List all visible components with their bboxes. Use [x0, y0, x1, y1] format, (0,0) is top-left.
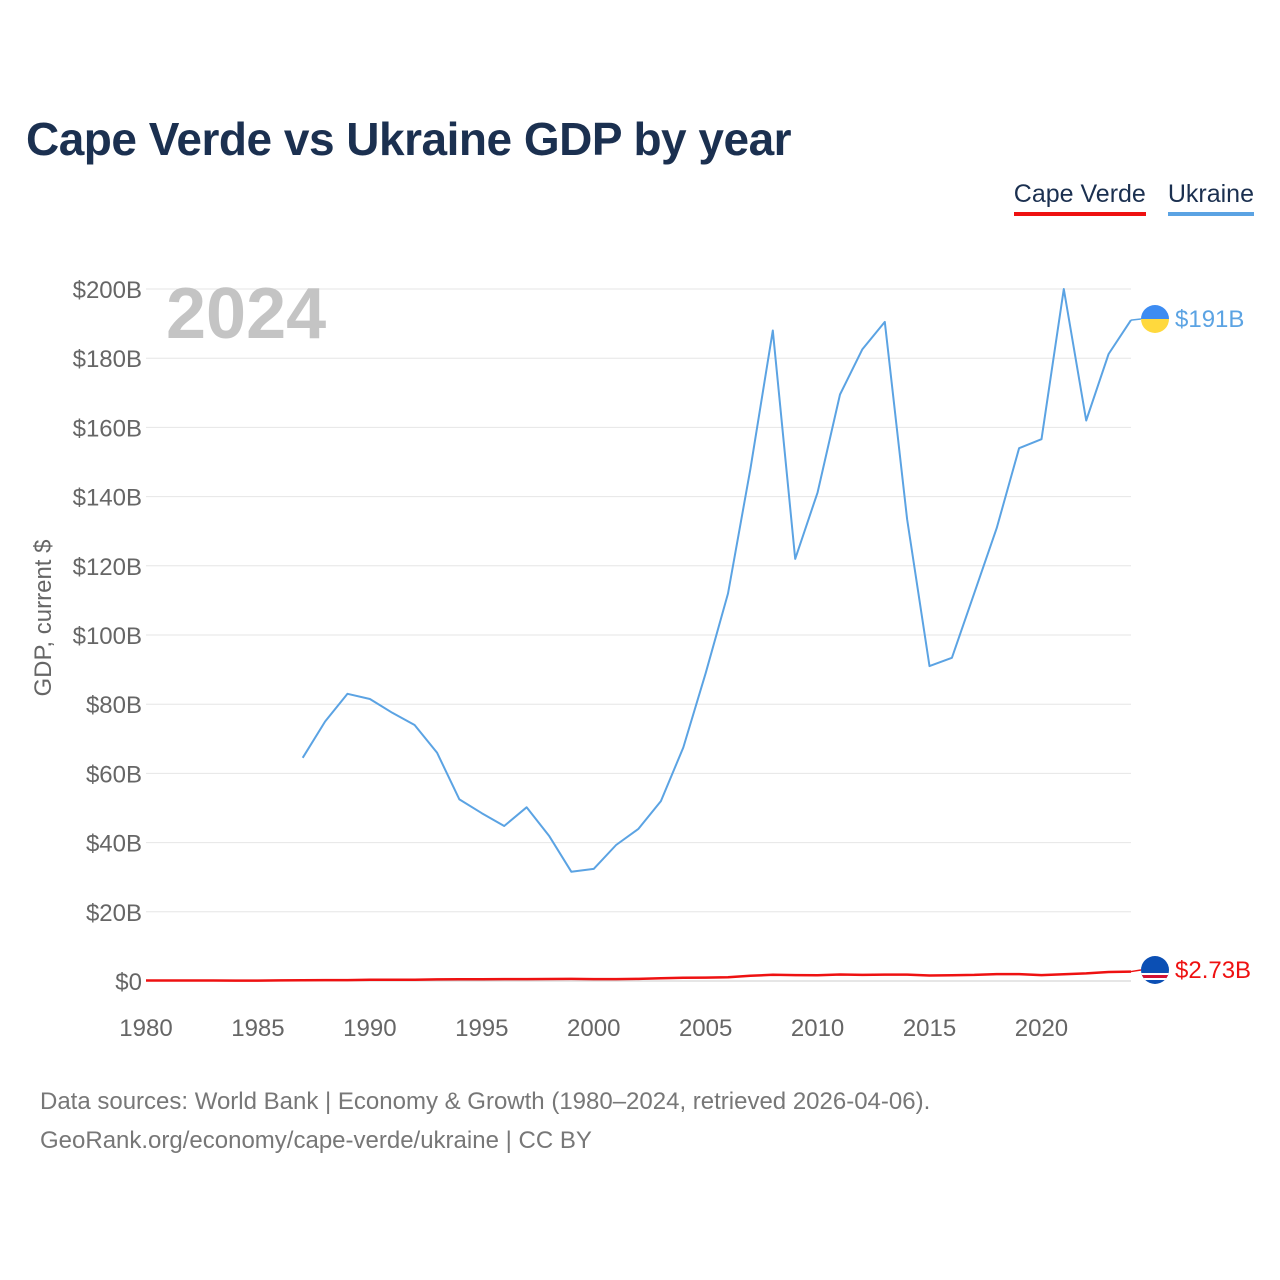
y-tick-label: $60B — [86, 761, 142, 788]
series-line-ukraine[interactable] — [301, 288, 1132, 873]
series-line-cape-verde[interactable] — [146, 970, 1132, 982]
x-tick-label: 2015 — [903, 1015, 956, 1042]
year-watermark: 2024 — [166, 274, 326, 354]
y-tick-label: $40B — [86, 831, 142, 858]
x-tick-label: 1985 — [231, 1015, 284, 1042]
chart-title: Cape Verde vs Ukraine GDP by year — [26, 113, 792, 165]
x-tick-label: 2010 — [791, 1015, 844, 1042]
y-tick-label: $20B — [86, 900, 142, 927]
gridlines — [146, 288, 1131, 982]
end-markers: $191B $2.73B — [1130, 305, 1251, 984]
y-tick-label: $100B — [73, 623, 142, 650]
x-tick-label: 1980 — [119, 1015, 172, 1042]
end-connector-ukraine — [1130, 318, 1142, 321]
footer-sources: Data sources: World Bank | Economy & Gro… — [40, 1088, 931, 1115]
y-tick-label: $80B — [86, 692, 142, 719]
x-tick-label: 2005 — [679, 1015, 732, 1042]
series-group — [146, 288, 1132, 982]
y-tick-label: $120B — [73, 554, 142, 581]
x-tick-label: 2000 — [567, 1015, 620, 1042]
x-tick-label: 2020 — [1015, 1015, 1068, 1042]
gdp-line-chart: 2024 $0 $20B $40B $60B $80B $100B $120B $140B $1… — [30, 274, 1251, 1042]
y-tick-label: $200B — [73, 277, 142, 304]
y-axis-label: GDP, current $ — [30, 540, 57, 697]
x-tick-label: 1990 — [343, 1015, 396, 1042]
footer: Data sources: World Bank | Economy & Gro… — [40, 1082, 930, 1160]
x-tick-label: 1995 — [455, 1015, 508, 1042]
end-connector-cape-verde — [1130, 969, 1142, 973]
x-axis: 1980 1985 1990 1995 2000 2005 2010 2015 2020 — [119, 1015, 1068, 1042]
y-axis: $0 $20B $40B $60B $80B $100B $120B $140B $160B $1… — [73, 277, 142, 996]
y-tick-label: $140B — [73, 485, 142, 512]
flag-icon-ukraine — [1141, 305, 1169, 333]
flag-icon-cape-verde — [1141, 956, 1169, 984]
y-tick-label: $180B — [73, 346, 142, 373]
y-tick-label: $160B — [73, 415, 142, 442]
footer-credit[interactable]: GeoRank.org/economy/cape-verde/ukraine |… — [40, 1127, 592, 1154]
end-value-label-ukraine: $191B — [1175, 306, 1244, 333]
legend-item-cape-verde[interactable]: Cape Verde — [1013, 180, 1146, 216]
end-value-label-cape-verde: $2.73B — [1175, 957, 1251, 984]
legend-item-ukraine[interactable]: Ukraine — [1167, 180, 1254, 216]
y-tick-label: $0 — [115, 969, 142, 996]
legend: Cape Verde Ukraine — [1013, 180, 1254, 216]
